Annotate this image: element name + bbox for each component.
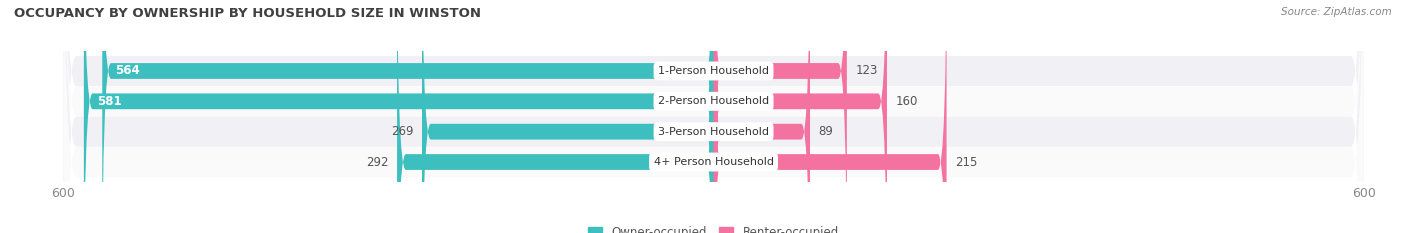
Text: 3-Person Household: 3-Person Household [658,127,769,137]
FancyBboxPatch shape [422,0,713,233]
FancyBboxPatch shape [103,0,713,233]
Text: 215: 215 [955,155,977,168]
Text: 292: 292 [366,155,388,168]
Text: 269: 269 [391,125,413,138]
Text: 4+ Person Household: 4+ Person Household [654,157,773,167]
Text: 2-Person Household: 2-Person Household [658,96,769,106]
FancyBboxPatch shape [713,0,946,233]
FancyBboxPatch shape [713,0,810,233]
FancyBboxPatch shape [84,0,713,233]
Text: OCCUPANCY BY OWNERSHIP BY HOUSEHOLD SIZE IN WINSTON: OCCUPANCY BY OWNERSHIP BY HOUSEHOLD SIZE… [14,7,481,20]
FancyBboxPatch shape [63,0,1364,233]
FancyBboxPatch shape [63,0,1364,233]
FancyBboxPatch shape [396,0,713,233]
Text: 160: 160 [896,95,918,108]
FancyBboxPatch shape [713,0,846,233]
Text: 581: 581 [97,95,121,108]
Legend: Owner-occupied, Renter-occupied: Owner-occupied, Renter-occupied [583,221,844,233]
Text: 89: 89 [818,125,834,138]
FancyBboxPatch shape [63,0,1364,233]
FancyBboxPatch shape [713,0,887,233]
Text: 123: 123 [855,65,877,78]
FancyBboxPatch shape [63,0,1364,233]
Text: 1-Person Household: 1-Person Household [658,66,769,76]
Text: Source: ZipAtlas.com: Source: ZipAtlas.com [1281,7,1392,17]
Text: 564: 564 [115,65,141,78]
